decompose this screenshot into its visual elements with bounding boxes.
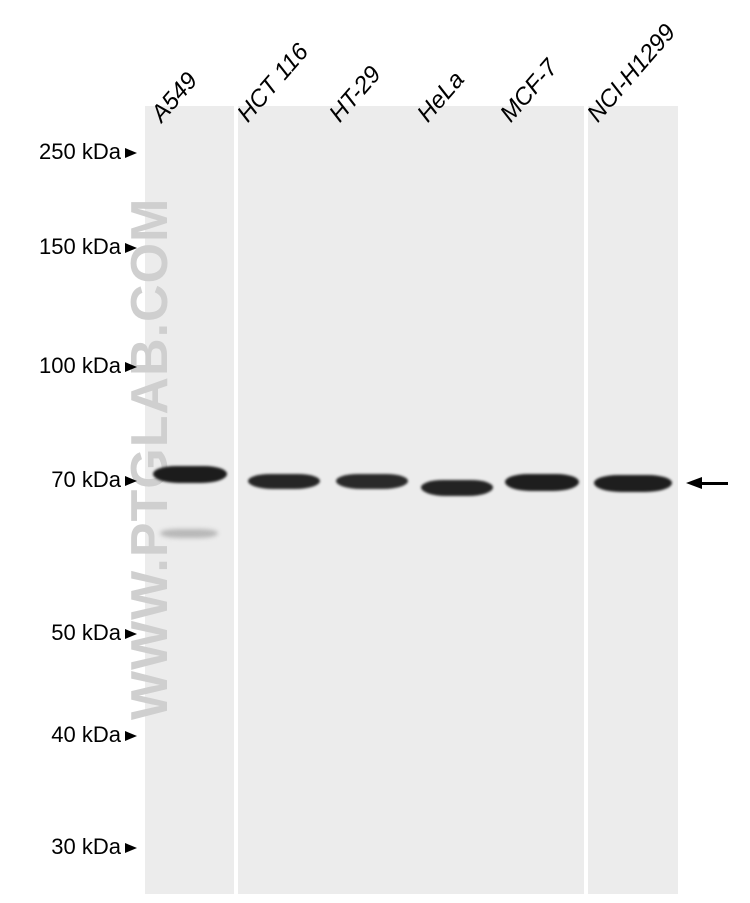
mw-label-4: 50 kDa bbox=[0, 620, 121, 646]
band-2 bbox=[336, 474, 408, 489]
mw-arrow-icon-0 bbox=[125, 148, 137, 158]
mw-label-0: 250 kDa bbox=[0, 139, 121, 165]
target-arrow-line bbox=[700, 482, 728, 485]
blot-container: WWW.PTGLAB.COM A549 HCT 116 HT-29 HeLa M… bbox=[0, 0, 750, 903]
mw-arrow-icon-1 bbox=[125, 243, 137, 253]
mw-arrow-icon-3 bbox=[125, 476, 137, 486]
band-faint-0 bbox=[160, 529, 218, 538]
mw-label-1: 150 kDa bbox=[0, 234, 121, 260]
panel-gap-0 bbox=[234, 106, 238, 894]
mw-label-3: 70 kDa bbox=[0, 467, 121, 493]
band-3 bbox=[421, 480, 493, 496]
mw-arrow-icon-2 bbox=[125, 362, 137, 372]
mw-label-5: 40 kDa bbox=[0, 722, 121, 748]
mw-label-6: 30 kDa bbox=[0, 834, 121, 860]
band-1 bbox=[248, 474, 320, 489]
target-arrow-head-icon bbox=[686, 477, 702, 489]
mw-arrow-icon-4 bbox=[125, 629, 137, 639]
blot-panel-2 bbox=[238, 106, 584, 894]
panel-gap-1 bbox=[584, 106, 588, 894]
mw-label-2: 100 kDa bbox=[0, 353, 121, 379]
band-5 bbox=[594, 475, 672, 492]
band-4 bbox=[505, 474, 579, 491]
band-0 bbox=[153, 466, 227, 483]
mw-arrow-icon-5 bbox=[125, 731, 137, 741]
mw-arrow-icon-6 bbox=[125, 843, 137, 853]
blot-panel-3 bbox=[588, 106, 678, 894]
blot-panel-1 bbox=[145, 106, 234, 894]
